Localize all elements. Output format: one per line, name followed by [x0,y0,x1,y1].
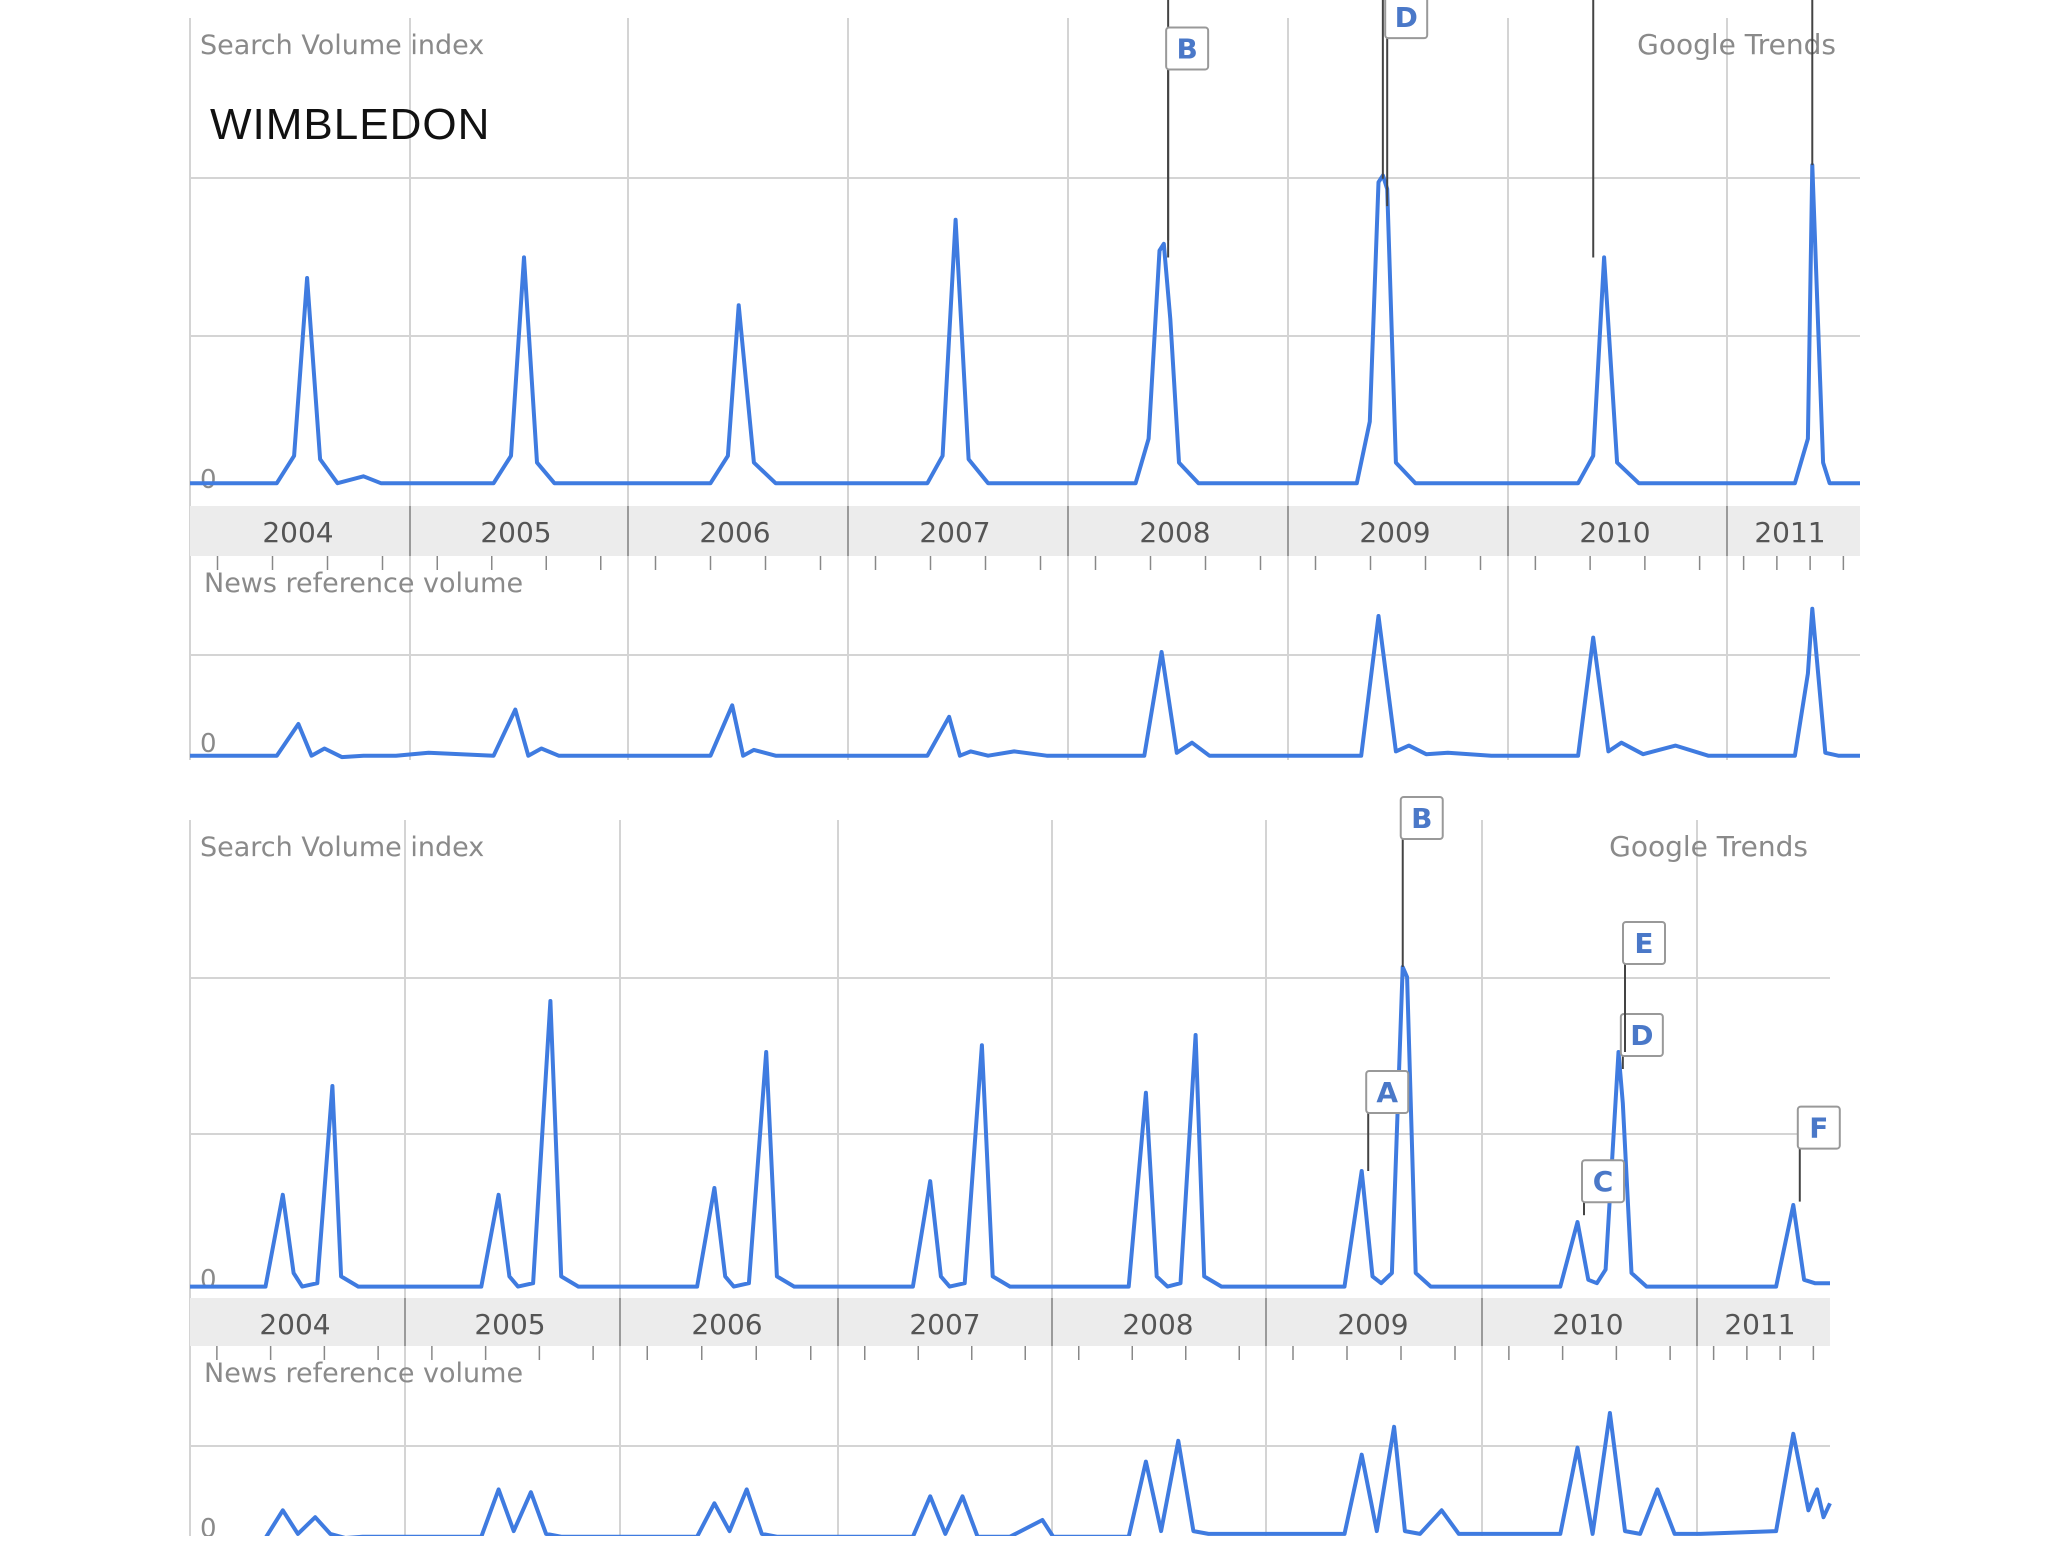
marker-label: A [1376,1076,1398,1109]
marker-label: B [1411,802,1432,835]
search-series-line [190,163,1860,486]
news-series-line [190,606,1860,760]
marker-flag [1796,1105,1841,1150]
x-tick-label: 2010 [1552,1308,1623,1341]
x-tick-label: 2006 [691,1308,762,1341]
x-tick-label: 2008 [1139,516,1210,549]
search-ylabel: Search Volume index [200,832,484,863]
search-series-line [190,965,1830,1289]
news-ylabel: News reference volume [204,1358,523,1389]
chart-panel-top: 2004 2005 2006 2007 2008 2009 2010 2011 Search V… [189,0,1860,760]
x-axis-band [190,1298,1830,1346]
news-ylabel: News reference volume [204,568,523,599]
x-axis-band [190,506,1860,556]
marker-label: B [1176,32,1197,65]
marker-flag [1619,1013,1664,1057]
x-tick-label: 2005 [480,516,551,549]
x-tick-label: 2010 [1579,516,1650,549]
brand-label: Google Trends [1637,28,1836,61]
news-zero-label: 0 [200,1514,217,1536]
x-tick-label: 2007 [909,1308,980,1341]
x-tick-label: 2006 [699,516,770,549]
x-tick-label: 2009 [1337,1308,1408,1341]
marker-label: F [1809,1112,1828,1145]
x-tick-label: 2011 [1724,1308,1795,1341]
x-tick-label: 2011 [1754,516,1825,549]
marker-flag [1622,921,1666,965]
marker-flag [1365,1070,1410,1114]
marker-flag [1399,796,1444,840]
marker-label: D [1630,1019,1653,1052]
x-tick-label: 2004 [262,516,333,549]
search-ylabel: Search Volume index [200,30,484,61]
page-title: WIMBLEDON [210,100,491,149]
x-tick-label: 2007 [919,516,990,549]
x-tick-label: 2008 [1122,1308,1193,1341]
marker-label: C [1593,1165,1614,1198]
marker-label: D [1395,1,1418,34]
marker-flag [1165,26,1210,71]
news-series-line [190,1411,1832,1540]
x-tick-label: 2004 [259,1308,330,1341]
brand-label: Google Trends [1609,830,1808,863]
marker-label: E [1634,927,1653,960]
chart-panel-bottom: 2004 2005 2006 2007 2008 2009 2010 2011 Search V… [189,796,1841,1541]
x-tick-label: 2009 [1359,516,1430,549]
marker-flag [1384,0,1429,40]
search-zero-label: 0 [200,465,217,495]
news-zero-label: 0 [200,729,217,759]
marker-flag [1581,1159,1625,1204]
search-zero-label: 0 [200,1265,217,1295]
x-tick-label: 2005 [474,1308,545,1341]
